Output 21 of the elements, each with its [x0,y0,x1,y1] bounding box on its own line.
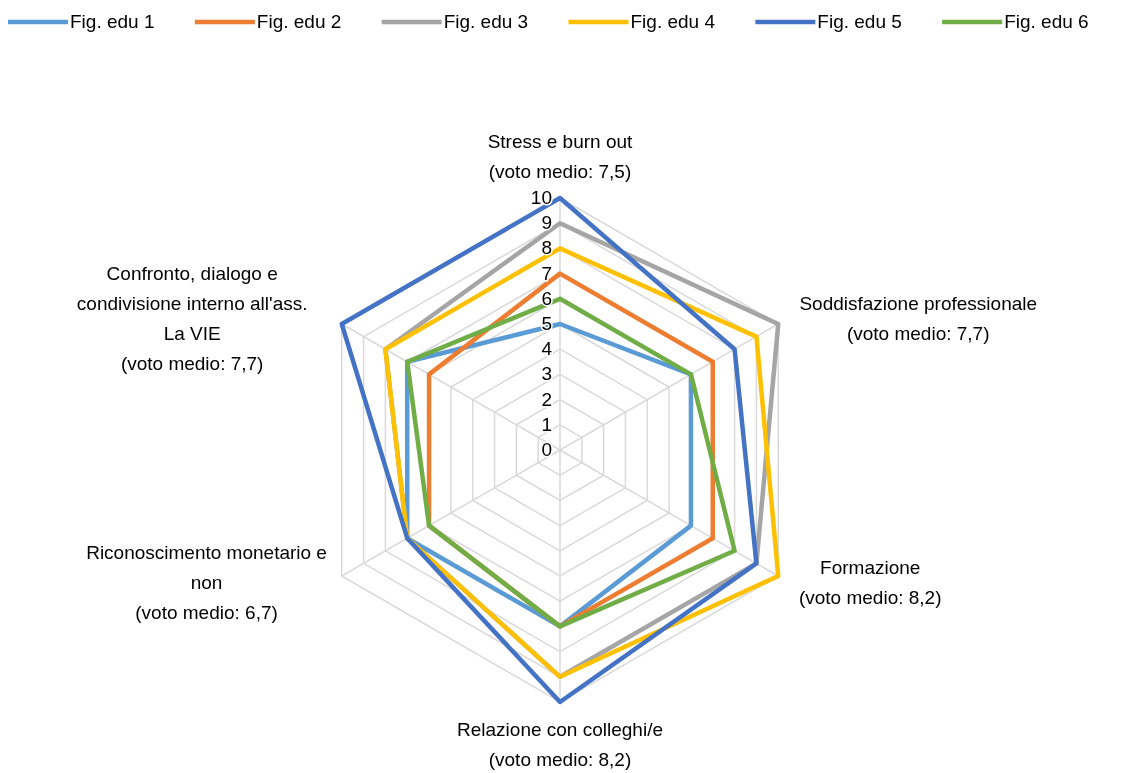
spoke-label: Riconoscimento monetario e non (voto medio: 6,7) [86,542,327,623]
spoke-label: Confronto, dialogo e condivisione interno all'ass. La VIE (voto medio: 7,7) [76,263,308,374]
y-tick-label: 1 [541,413,552,435]
legend-label: Fig. edu 3 [443,11,529,32]
legend-label: Fig. edu 1 [70,11,155,32]
spoke-label: Soddisfazione professionale (voto medio: 7,7) [799,293,1038,344]
y-tick-label: 0 [541,439,552,460]
legend-label: Fig. edu 2 [256,11,342,32]
y-tick-label: 3 [541,363,552,385]
spoke-label: Stress e burn out (voto medio: 7,5) [487,131,634,182]
y-tick-label: 10 [530,187,552,208]
legend-label: Fig. edu 6 [1004,11,1089,32]
legend-label: Fig. edu 5 [817,11,902,32]
y-tick-label: 2 [541,388,552,410]
y-tick-label: 9 [541,212,552,234]
spoke-label: Formazione (voto medio: 8,2) [798,557,942,608]
spoke-label: Relazione con colleghi/e (voto medio: 8,2) [457,719,663,770]
legend-label: Fig. edu 4 [630,11,716,32]
y-tick-label: 4 [541,338,553,360]
y-tick-label: 7 [541,262,552,284]
y-tick-label: 8 [541,237,552,259]
